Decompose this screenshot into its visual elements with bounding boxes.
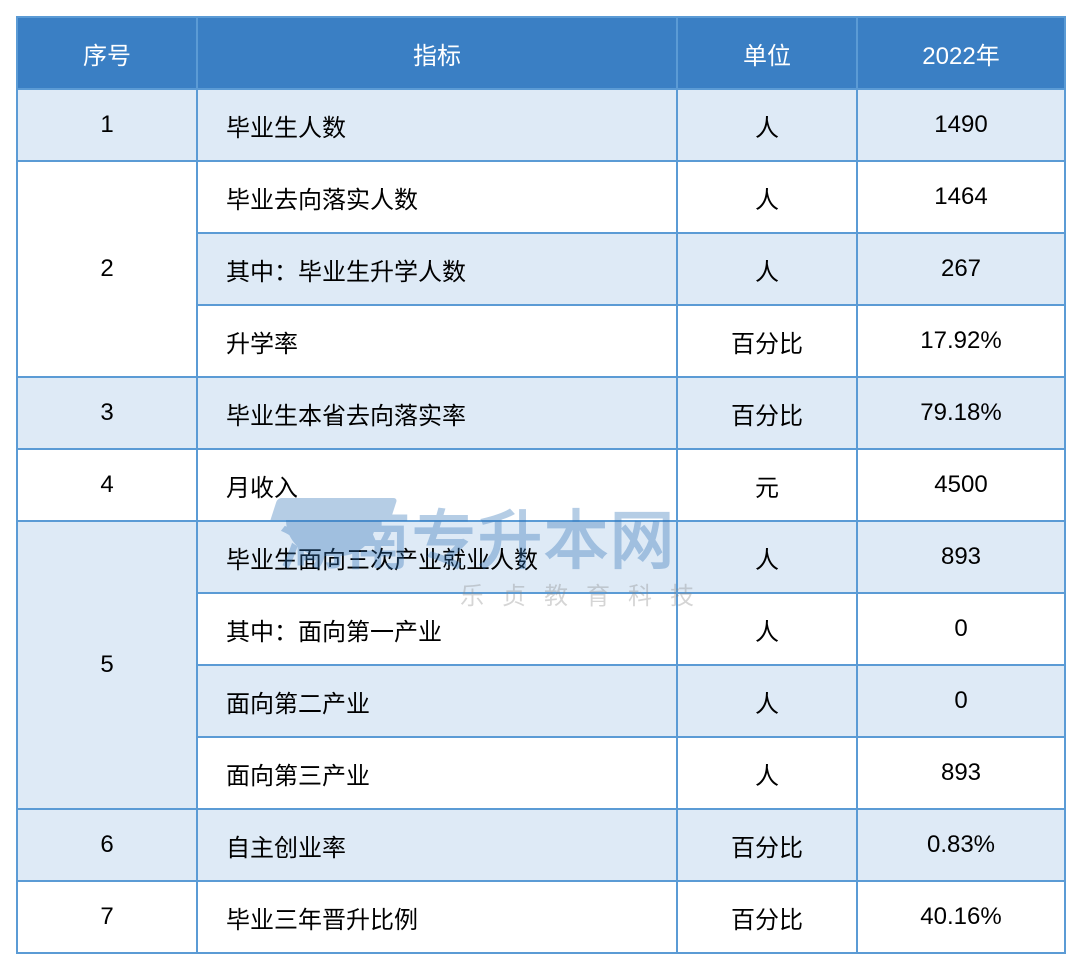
- cell-unit: 人: [677, 737, 857, 809]
- cell-seq: 6: [17, 809, 197, 881]
- cell-unit: 百分比: [677, 809, 857, 881]
- table-row: 1 毕业生人数 人 1490: [17, 89, 1065, 161]
- table-row: 5 毕业生面向三次产业就业人数 人 893: [17, 521, 1065, 593]
- cell-year: 40.16%: [857, 881, 1065, 953]
- cell-indicator: 毕业去向落实人数: [197, 161, 677, 233]
- table-row: 2 毕业去向落实人数 人 1464: [17, 161, 1065, 233]
- cell-year: 17.92%: [857, 305, 1065, 377]
- cell-year: 1464: [857, 161, 1065, 233]
- cell-indicator: 毕业生面向三次产业就业人数: [197, 521, 677, 593]
- cell-year: 4500: [857, 449, 1065, 521]
- cell-indicator: 面向第三产业: [197, 737, 677, 809]
- cell-year: 893: [857, 521, 1065, 593]
- cell-seq: 2: [17, 161, 197, 377]
- table-row: 7 毕业三年晋升比例 百分比 40.16%: [17, 881, 1065, 953]
- col-unit: 单位: [677, 17, 857, 89]
- cell-year: 79.18%: [857, 377, 1065, 449]
- col-year: 2022年: [857, 17, 1065, 89]
- cell-seq: 1: [17, 89, 197, 161]
- cell-year: 1490: [857, 89, 1065, 161]
- table-row: 4 月收入 元 4500: [17, 449, 1065, 521]
- cell-year: 893: [857, 737, 1065, 809]
- cell-indicator: 升学率: [197, 305, 677, 377]
- data-table: 序号 指标 单位 2022年 1 毕业生人数 人 1490 2 毕业去向落实人数…: [16, 16, 1066, 954]
- cell-year: 0: [857, 665, 1065, 737]
- cell-unit: 百分比: [677, 881, 857, 953]
- cell-seq: 7: [17, 881, 197, 953]
- cell-indicator: 其中：面向第一产业: [197, 593, 677, 665]
- cell-unit: 元: [677, 449, 857, 521]
- cell-indicator: 自主创业率: [197, 809, 677, 881]
- cell-unit: 人: [677, 233, 857, 305]
- cell-year: 267: [857, 233, 1065, 305]
- cell-unit: 人: [677, 593, 857, 665]
- cell-indicator: 毕业生人数: [197, 89, 677, 161]
- table-header-row: 序号 指标 单位 2022年: [17, 17, 1065, 89]
- cell-unit: 百分比: [677, 305, 857, 377]
- cell-unit: 人: [677, 521, 857, 593]
- cell-indicator: 面向第二产业: [197, 665, 677, 737]
- cell-unit: 人: [677, 161, 857, 233]
- cell-year: 0: [857, 593, 1065, 665]
- cell-indicator: 其中：毕业生升学人数: [197, 233, 677, 305]
- cell-indicator: 月收入: [197, 449, 677, 521]
- col-indicator: 指标: [197, 17, 677, 89]
- col-seq: 序号: [17, 17, 197, 89]
- cell-seq: 3: [17, 377, 197, 449]
- cell-unit: 人: [677, 89, 857, 161]
- cell-unit: 人: [677, 665, 857, 737]
- cell-seq: 5: [17, 521, 197, 809]
- table-row: 6 自主创业率 百分比 0.83%: [17, 809, 1065, 881]
- cell-indicator: 毕业三年晋升比例: [197, 881, 677, 953]
- cell-year: 0.83%: [857, 809, 1065, 881]
- table-row: 3 毕业生本省去向落实率 百分比 79.18%: [17, 377, 1065, 449]
- cell-indicator: 毕业生本省去向落实率: [197, 377, 677, 449]
- cell-seq: 4: [17, 449, 197, 521]
- cell-unit: 百分比: [677, 377, 857, 449]
